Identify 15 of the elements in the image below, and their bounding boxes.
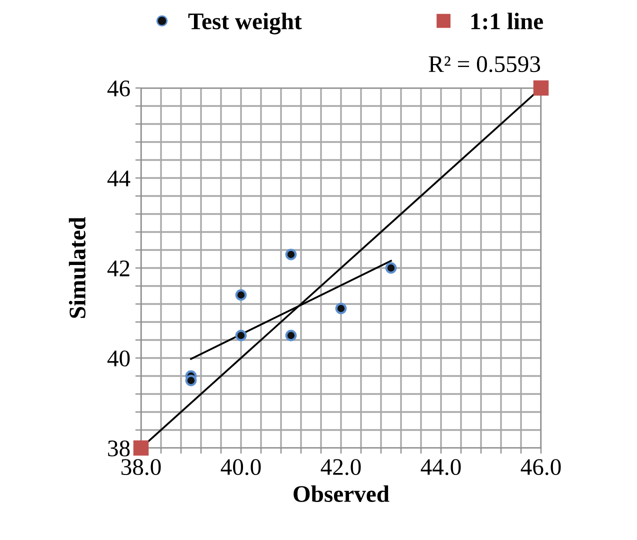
y-tick-label: 46 bbox=[107, 80, 130, 96]
x-tick-label: 44.0 bbox=[420, 459, 461, 476]
x-axis-title: Observed bbox=[294, 485, 390, 502]
x-tick-label: 40.0 bbox=[220, 459, 261, 476]
legend-label: Test weight bbox=[188, 12, 302, 34]
y-axis-title: Simulated bbox=[68, 217, 86, 318]
y-tick-label: 44 bbox=[107, 170, 130, 186]
y-tick-label: 42 bbox=[107, 260, 130, 276]
y-tick-label: 38 bbox=[108, 440, 130, 456]
legend-label: 1:1 line bbox=[471, 12, 544, 30]
x-tick-label: 38.0 bbox=[121, 459, 161, 476]
y-tick-label: 40 bbox=[107, 350, 130, 366]
x-tick-label: 46.0 bbox=[520, 459, 561, 476]
annotation: R² = 0.5593 bbox=[428, 56, 540, 72]
x-tick-label: 42.0 bbox=[320, 459, 361, 476]
